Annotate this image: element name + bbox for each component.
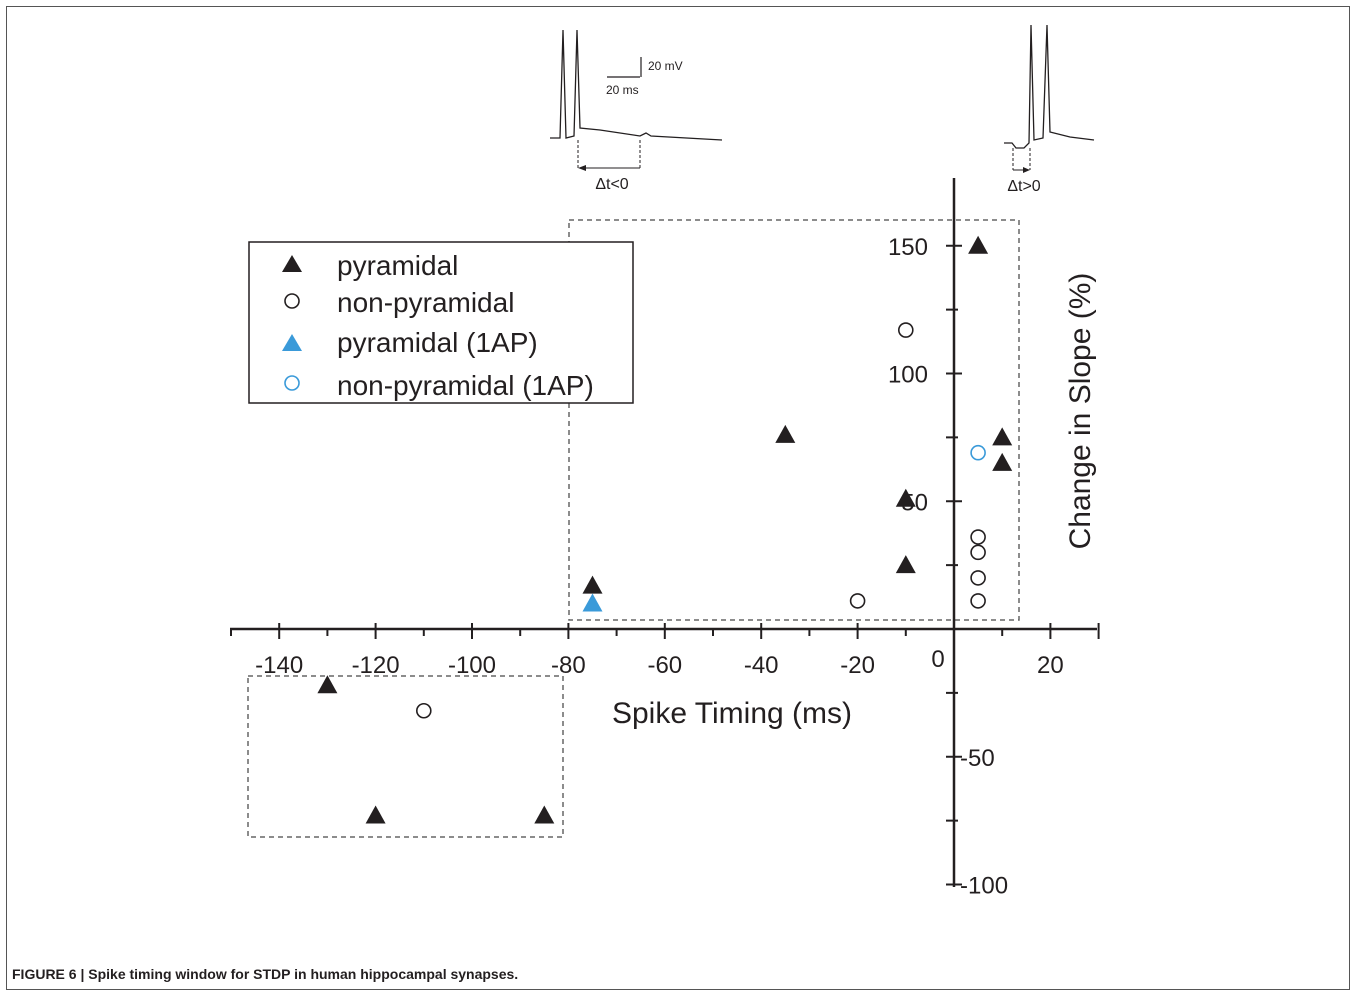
point-pyramidal [895,555,916,574]
dt-label-positive: Δt>0 [1007,178,1040,195]
legend-label-non-pyramidal: non-pyramidal [337,287,514,318]
point-non-pyramidal [849,593,866,609]
point-non-pyramidal [970,529,986,545]
dt-arrowhead-negative [578,165,586,171]
figure-caption: FIGURE 6 | Spike timing window for STDP … [12,966,519,982]
y-axis-title: Change in Slope (%) [1064,273,1097,550]
point-pyramidal [775,424,796,443]
dt-arrowhead-positive [1023,167,1030,173]
y-tick-label: 150 [888,234,928,261]
legend-label-pyramidal-1ap: pyramidal (1AP) [337,327,538,358]
point-pyramidal [992,427,1013,446]
x-tick-label: 0 [931,646,944,673]
x-tick-label: -40 [744,652,779,679]
ltd-region-box [247,675,564,838]
voltage-trace-negative [550,29,723,141]
legend-label-non-pyramidal-1ap: non-pyramidal (1AP) [337,370,594,401]
point-pyramidal-1ap [582,593,603,612]
x-tick-label: 20 [1037,652,1064,679]
voltage-trace-negative-inset: 20 mV 20 ms Δt<0 [550,29,723,193]
point-pyramidal [968,235,989,254]
x-tick-label: -120 [352,652,400,679]
legend-marker-pyramidal [282,255,302,272]
point-non-pyramidal [970,544,986,561]
voltage-trace-positive-inset: Δt>0 [1004,24,1095,195]
x-axis-title: Spike Timing (ms) [612,697,852,730]
x-tick-label: -60 [647,652,682,679]
x-tick-label: -80 [551,652,586,679]
y-tick-label: 100 [888,362,928,389]
scale-label-time: 20 ms [606,83,639,97]
legend-marker-non-pyramidal [284,293,300,309]
point-non-pyramidal [970,593,986,609]
point-non-pyramidal [897,322,914,338]
legend-marker-non-pyramidal-1ap [284,375,300,391]
dt-label-negative: Δt<0 [595,176,628,193]
point-pyramidal [992,452,1013,471]
data-points [317,235,1013,824]
point-non-pyramidal [415,702,432,719]
voltage-trace-positive [1004,24,1095,149]
point-pyramidal [317,675,338,694]
x-tick-label: -140 [255,652,303,679]
ltp-region-box [568,219,1020,621]
point-pyramidal [582,575,603,594]
x-tick-label: -100 [448,652,496,679]
point-pyramidal [895,488,916,507]
legend-marker-pyramidal-1ap [282,334,302,351]
point-non-pyramidal [970,570,986,586]
point-non-pyramidal-1ap [970,444,986,461]
scale-label-voltage: 20 mV [648,59,683,73]
legend-label-pyramidal: pyramidal [337,250,458,281]
x-tick-label: -20 [840,652,875,679]
x-axis-ticks: -140 -120 -100 -80 -60 -40 -20 0 20 [230,623,1100,679]
figure-frame [6,6,1350,990]
legend-box [248,241,634,404]
point-pyramidal [534,805,555,824]
y-tick-label: -50 [960,745,995,772]
point-pyramidal [365,805,386,824]
y-tick-label: -100 [960,873,1008,900]
legend: pyramidal non-pyramidal pyramidal (1AP) … [248,241,634,404]
